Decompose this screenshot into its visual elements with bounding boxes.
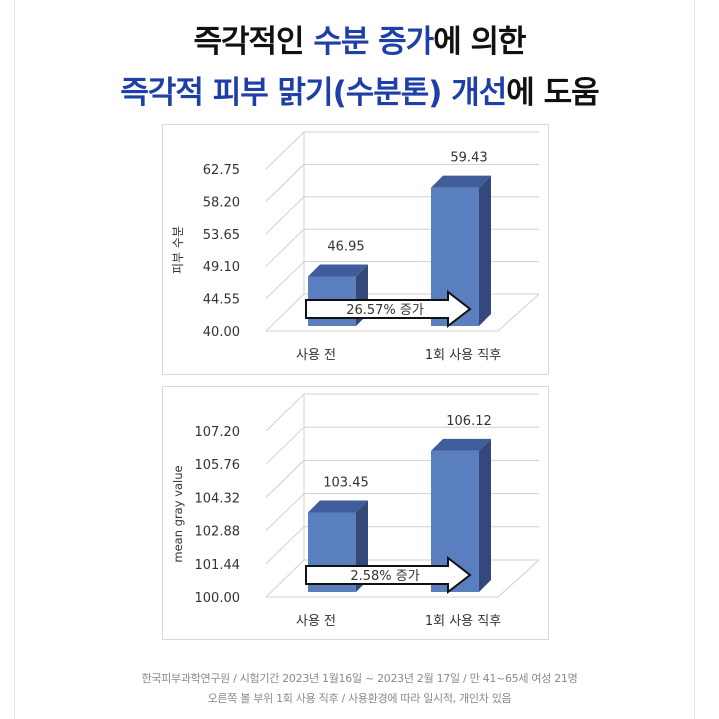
gridline [265,261,539,299]
x-category-label: 1회 사용 직후 [425,348,501,363]
bar-data-label: 59.43 [450,151,487,166]
bar-data-label: 103.45 [323,475,369,490]
gray-value-chart-svg: 107.20 105.76 104.32 102.88 101.44 100.00 mean… [171,393,540,629]
y-tick-label: 49.10 [203,260,240,275]
x-category-label: 1회 사용 직후 [425,614,501,629]
x-category-label: 사용 전 [296,348,336,363]
bar-side-face [479,438,491,592]
floor-right-edge [497,293,540,332]
increase-annotation: 2.58% 증가 [350,569,419,584]
y-tick-label: 53.65 [203,228,240,243]
gridline [265,493,539,531]
y-tick-label: 40.00 [203,325,240,340]
gridline [265,131,539,170]
y-tick-label: 44.55 [203,293,240,308]
bar-top-face [431,438,491,451]
y-tick-label: 62.75 [203,163,240,178]
headline-line-1: 즉각적인 수분 증가에 의한 [0,16,719,61]
y-tick-label: 100.00 [195,591,241,606]
gridline [265,459,539,498]
gridline [265,163,539,202]
gridline [265,228,539,267]
gridline [265,526,539,565]
headline-highlight-2: 즉각적 피부 맑기(수분톤) 개선 [120,75,507,111]
y-tick-label: 102.88 [195,525,241,540]
headline-text-1b: 에 의한 [433,24,526,60]
footnote-study-info: 한국피부과학연구원 / 시험기간 2023년 1월16일 ~ 2023년 2월 … [141,672,578,685]
bar-top-face [431,175,491,188]
x-category-label: 사용 전 [296,614,336,629]
bar-top-face [308,500,368,513]
gridline [265,196,539,235]
bar-top-face [308,264,368,277]
increase-arrow [305,289,472,329]
page-frame [14,0,695,719]
moisture-chart-svg: 62.75 58.20 53.65 49.10 44.55 40.00 피부 수분 46.95… [171,131,540,363]
increase-annotation: 26.57% 증가 [346,303,424,318]
headline-text-2: 에 도움 [506,75,599,111]
gridline [265,393,539,432]
headline-highlight-1: 수분 증가 [313,24,434,60]
bar-data-label: 46.95 [327,240,364,255]
gridline [265,426,539,465]
headline-text-1a: 즉각적인 [193,24,314,60]
gray-value-chart: 107.20 105.76 104.32 102.88 101.44 100.00 mean… [162,386,549,640]
increase-arrow [305,555,472,595]
footnote-disclaimer: 오른쪽 볼 부위 1회 사용 직후 / 사용환경에 따라 일시적, 개인차 있음 [207,692,512,705]
y-axis-title: 피부 수분 [171,226,185,274]
bar-side-face [479,175,491,326]
y-tick-label: 104.32 [195,491,241,506]
y-tick-label: 105.76 [195,458,241,473]
y-tick-label: 58.20 [203,195,240,210]
headline-line-2: 즉각적 피부 맑기(수분톤) 개선에 도움 [0,67,719,112]
moisture-chart: 62.75 58.20 53.65 49.10 44.55 40.00 피부 수분 46.95… [162,124,549,375]
y-tick-label: 107.20 [195,425,241,440]
bar-data-label: 106.12 [446,414,492,429]
y-tick-label: 101.44 [195,558,241,573]
y-axis-title: mean gray value [171,465,185,562]
floor-right-edge [497,559,540,598]
